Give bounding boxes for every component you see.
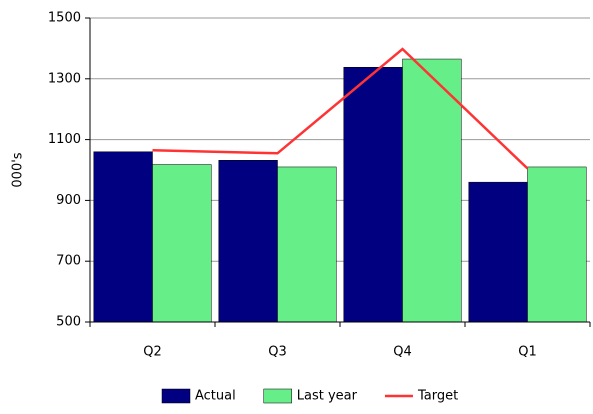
y-tick-label: 700 — [56, 254, 81, 269]
bar — [152, 164, 212, 323]
line — [152, 47, 529, 170]
bar — [93, 151, 153, 323]
bar — [277, 166, 337, 323]
legend-swatch — [161, 388, 191, 404]
bar — [402, 58, 462, 323]
legend-label: Last year — [297, 389, 358, 404]
legend-label: Target — [417, 389, 458, 404]
x-tick-label: Q3 — [268, 345, 287, 360]
y-tick-label: 1500 — [48, 11, 81, 26]
bar — [343, 66, 403, 323]
y-tick-label: 1100 — [48, 132, 81, 147]
legend-label: Actual — [195, 389, 236, 404]
x-tick-label: Q2 — [143, 345, 162, 360]
y-axis-label: 000's — [11, 152, 26, 187]
bar — [468, 181, 528, 323]
bar — [218, 160, 278, 323]
y-tick-label: 900 — [56, 193, 81, 208]
y-tick-label: 1300 — [48, 71, 81, 86]
bar — [527, 166, 587, 323]
y-tick-label: 500 — [56, 315, 81, 330]
legend-swatch — [263, 388, 292, 404]
x-tick-label: Q4 — [393, 345, 412, 360]
x-tick-label: Q1 — [518, 345, 537, 360]
